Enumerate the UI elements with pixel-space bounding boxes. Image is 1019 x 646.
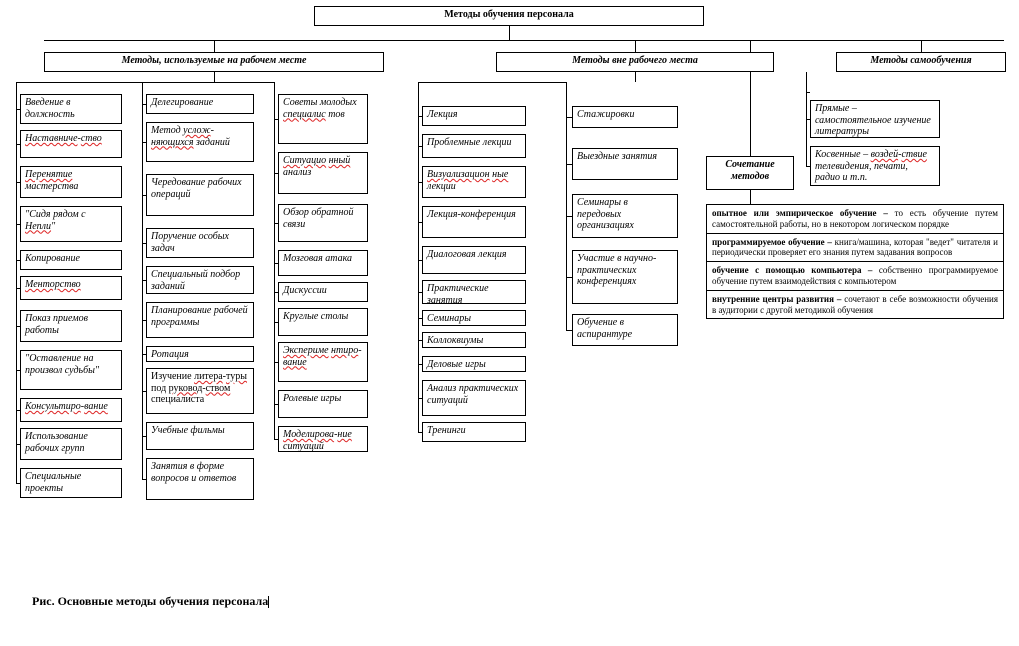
onjob-a-1: Наставниче-ство <box>20 130 122 158</box>
onjob-b-5: Планирование рабочей программы <box>146 302 254 338</box>
offjob-b-0: Стажировки <box>572 106 678 128</box>
offjob-b-2: Семинары в передовых организациях <box>572 194 678 238</box>
combo-row-2: обучение с помощью компьютера – собствен… <box>707 262 1003 291</box>
combo-header: Сочетание методов <box>706 156 794 190</box>
onjob-a-0: Введение в должность <box>20 94 122 124</box>
onjob-b-2: Чередование рабочих операций <box>146 174 254 216</box>
figure-caption: Рис. Основные методы обучения персонала <box>32 594 269 609</box>
onjob-c-5: Круглые столы <box>278 308 368 336</box>
offjob-a-4: Диалоговая лекция <box>422 246 526 274</box>
offjob-b-3: Участие в научно-практических конференци… <box>572 250 678 304</box>
onjob-c-7: Ролевые игры <box>278 390 368 418</box>
combo-body: опытное или эмпирическое обучение – то е… <box>706 204 1004 319</box>
onjob-a-7: "Оставление на произвол судьбы" <box>20 350 122 390</box>
onjob-c-6: Экспериме нтиро-вание <box>278 342 368 382</box>
onjob-b-6: Ротация <box>146 346 254 362</box>
onjob-b-0: Делегирование <box>146 94 254 114</box>
combo-row-1: программируемое обучение – книга/машина,… <box>707 234 1003 263</box>
onjob-c-3: Мозговая атака <box>278 250 368 276</box>
section-self: Методы самообучения <box>836 52 1006 72</box>
onjob-c-1: Ситуацио нный анализ <box>278 152 368 194</box>
onjob-a-6: Показ приемов работы <box>20 310 122 342</box>
onjob-a-2: Перенятие мастерства <box>20 166 122 198</box>
self-item-1: Косвенные – воздей-ствие телевидения, пе… <box>810 146 940 186</box>
onjob-b-9: Занятия в форме вопросов и ответов <box>146 458 254 500</box>
onjob-b-1: Метод услож-няющихся заданий <box>146 122 254 162</box>
onjob-a-8: Консультиро-вание <box>20 398 122 422</box>
combo-row-0: опытное или эмпирическое обучение – то е… <box>707 205 1003 234</box>
onjob-b-7: Изучение литера-туры под руковод-ством с… <box>146 368 254 414</box>
offjob-a-5: Практические занятия <box>422 280 526 304</box>
offjob-a-3: Лекция-конференция <box>422 206 526 238</box>
offjob-a-2: Визуализацион ные лекции <box>422 166 526 198</box>
onjob-a-4: Копирование <box>20 250 122 270</box>
section-offjob: Методы вне рабочего места <box>496 52 774 72</box>
onjob-a-3: "Сидя рядом с Непли" <box>20 206 122 242</box>
onjob-a-5: Менторство <box>20 276 122 300</box>
section-onjob: Методы, используемые на рабочем месте <box>44 52 384 72</box>
offjob-a-0: Лекция <box>422 106 526 126</box>
diagram-canvas: Методы обучения персонала Методы, использ… <box>6 6 1013 626</box>
onjob-b-8: Учебные фильмы <box>146 422 254 450</box>
onjob-b-4: Специальный подбор заданий <box>146 266 254 294</box>
combo-row-3: внутренние центры развития – сочетают в … <box>707 291 1003 319</box>
offjob-a-8: Деловые игры <box>422 356 526 372</box>
onjob-c-4: Дискуссии <box>278 282 368 302</box>
onjob-c-0: Советы молодых специалис тов <box>278 94 368 144</box>
offjob-a-1: Проблемные лекции <box>422 134 526 158</box>
offjob-a-6: Семинары <box>422 310 526 326</box>
onjob-c-2: Обзор обратной связи <box>278 204 368 242</box>
onjob-a-9: Использование рабочих групп <box>20 428 122 460</box>
self-item-0: Прямые – самостоятельное изучение литера… <box>810 100 940 138</box>
root-title: Методы обучения персонала <box>314 6 704 26</box>
offjob-b-4: Обучение в аспирантуре <box>572 314 678 346</box>
onjob-a-10: Специальные проекты <box>20 468 122 498</box>
offjob-a-7: Коллоквиумы <box>422 332 526 348</box>
offjob-b-1: Выездные занятия <box>572 148 678 180</box>
offjob-a-10: Тренинги <box>422 422 526 442</box>
onjob-c-8: Моделирова-ние ситуаций <box>278 426 368 452</box>
offjob-a-9: Анализ практических ситуаций <box>422 380 526 416</box>
onjob-b-3: Поручение особых задач <box>146 228 254 258</box>
